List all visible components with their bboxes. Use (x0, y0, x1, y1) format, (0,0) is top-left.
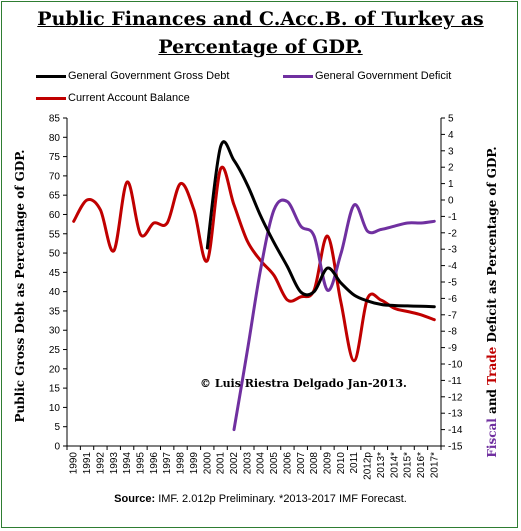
y-axis-left-label: Public Gross Debt as Percentage of GDP. (13, 149, 27, 423)
series-line-current-account-balance (72, 165, 436, 363)
x-tick-label: 1997 (162, 452, 173, 475)
y-right-tick-label: -10 (448, 360, 463, 371)
x-tick-label: 1991 (82, 452, 93, 475)
x-tick-label: 2013* (376, 452, 387, 478)
legend-item-deficit: General Government Deficit (283, 70, 451, 82)
y-left-tick-label: 20 (49, 364, 61, 375)
x-tick-label: 2007 (296, 452, 307, 475)
y-left-tick-label: 25 (49, 345, 61, 356)
source-note: Source: IMF. 2.012p Preliminary. *2013-2… (0, 493, 521, 505)
y-right-tick-label: 4 (448, 130, 454, 141)
y-left-tick-label: 85 (49, 114, 61, 125)
chart-title-line2: Percentage of GDP. (158, 36, 363, 58)
series-line-general-government-gross-debt (205, 140, 436, 309)
legend-swatch-current-account (36, 96, 66, 100)
legend-item-debt: General Government Gross Debt (36, 70, 229, 82)
source-text: IMF. 2.012p Preliminary. *2013-2017 IMF … (155, 493, 407, 505)
x-tick-label: 1999 (189, 452, 200, 475)
x-tick-label: 2008 (309, 452, 320, 475)
y-right-tick-label: -6 (448, 294, 457, 305)
x-tick-label: 2004 (256, 452, 267, 475)
y-right-tick-label: -9 (448, 343, 457, 354)
x-tick-label: 1993 (109, 452, 120, 475)
x-tick-label: 2002 (229, 452, 240, 475)
x-tick-label: 2016* (416, 452, 427, 478)
legend-item-current-account: Current Account Balance (36, 92, 190, 104)
y-left-tick-label: 0 (54, 442, 60, 453)
x-tick-label: 1992 (95, 452, 106, 475)
y-right-tick-label: -2 (448, 228, 457, 239)
legend-label-current-account: Current Account Balance (68, 92, 190, 104)
y-left-tick-label: 55 (49, 229, 61, 240)
x-tick-label: 2000 (202, 452, 213, 475)
y-left-tick-label: 45 (49, 268, 61, 279)
y-right-tick-label: -8 (448, 327, 457, 338)
x-tick-label: 2011 (349, 452, 360, 474)
y-right-tick-label: -15 (448, 442, 463, 453)
legend-label-debt: General Government Gross Debt (68, 70, 230, 82)
source-label: Source: (114, 493, 156, 505)
y-right-tick-label: -1 (448, 212, 457, 223)
x-tick-label: 1994 (122, 452, 133, 475)
y-left-tick-label: 50 (49, 249, 61, 260)
x-tick-label: 2012p (363, 452, 374, 480)
y-axis-right-label-trade: Trade (485, 346, 499, 385)
y-right-tick-label: 0 (448, 196, 454, 207)
legend-label-deficit: General Government Deficit (315, 70, 452, 82)
y-left-tick-label: 10 (49, 403, 61, 414)
y-axis-right-label-and: and (485, 384, 499, 419)
y-left-tick-label: 65 (49, 191, 61, 202)
y-left-tick-label: 70 (49, 171, 61, 182)
chart-title-line1: Public Finances and C.Acc.B. of Turkey a… (37, 8, 484, 30)
y-right-tick-label: -14 (448, 425, 463, 436)
y-right-tick-label: 5 (448, 114, 454, 125)
x-tick-label: 1996 (149, 452, 160, 475)
y-left-tick-label: 60 (49, 210, 61, 221)
x-tick-label: 2010 (336, 452, 347, 475)
y-right-tick-label: 3 (448, 146, 454, 157)
legend-swatch-debt (36, 74, 66, 78)
series-line-general-government-deficit (232, 198, 436, 432)
y-axis-right-label-fiscal: Fiscal (485, 418, 499, 458)
y-right-tick-label: -7 (448, 310, 457, 321)
y-right-tick-label: -13 (448, 409, 463, 420)
x-tick-label: 1995 (135, 452, 146, 475)
y-axis-right-label-rest: Deficit as Percentage of GDP. (485, 146, 499, 347)
y-right-tick-label: -11 (448, 376, 462, 387)
x-tick-label: 2014* (389, 452, 400, 478)
x-tick-label: 2006 (282, 452, 293, 475)
y-axis-right-label: Fiscal and Trade Deficit as Percentage o… (485, 146, 499, 457)
x-tick-label: 2017* (429, 452, 440, 478)
x-tick-label: 2005 (269, 452, 280, 475)
y-right-tick-label: -5 (448, 278, 457, 289)
x-tick-label: 2009 (322, 452, 333, 475)
x-tick-label: 2015* (403, 452, 414, 478)
y-left-tick-label: 75 (49, 152, 61, 163)
x-tick-label: 2003 (242, 452, 253, 475)
y-left-tick-label: 30 (49, 326, 61, 337)
y-right-tick-label: -3 (448, 245, 457, 256)
y-left-tick-label: 15 (49, 384, 61, 395)
copyright-note: © Luis Riestra Delgado Jan-2013. (200, 377, 407, 390)
y-right-tick-label: 2 (448, 163, 454, 174)
x-tick-label: 2001 (216, 452, 227, 475)
x-tick-label: 1990 (69, 452, 80, 475)
y-left-tick-label: 40 (49, 287, 61, 298)
y-left-tick-label: 80 (49, 133, 61, 144)
y-right-tick-label: -12 (448, 392, 463, 403)
y-right-tick-label: -4 (448, 261, 457, 272)
y-right-tick-label: 1 (448, 179, 454, 190)
y-left-tick-label: 35 (49, 306, 61, 317)
x-tick-label: 1998 (176, 452, 187, 475)
legend-swatch-deficit (283, 74, 313, 78)
y-left-tick-label: 5 (54, 422, 60, 433)
